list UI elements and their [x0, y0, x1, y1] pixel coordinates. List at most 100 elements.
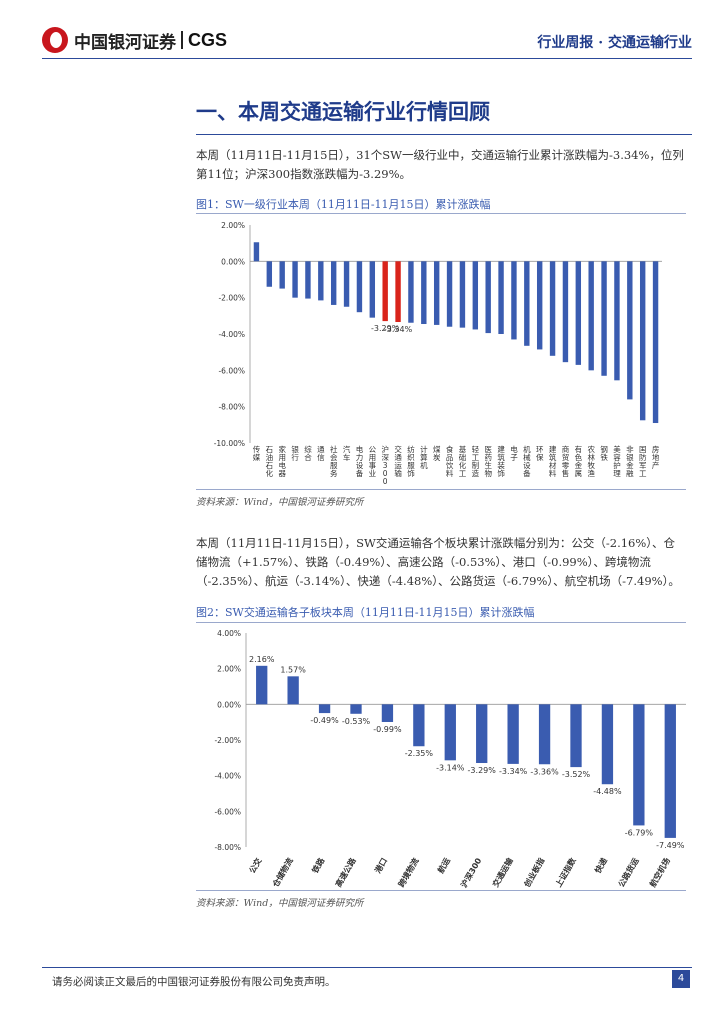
- bar: [413, 704, 425, 747]
- category-label: 机械设备: [523, 444, 531, 478]
- bar: [395, 261, 401, 323]
- category-label: 高速公路: [333, 855, 358, 889]
- bar: [459, 261, 466, 328]
- bar: [369, 261, 376, 318]
- footer-disclaimer: 请务必阅读正文最后的中国银河证券股份有限公司免责声明。: [52, 976, 336, 988]
- paragraph-subsector-summary: 本周（11月11日-11月15日），SW交通运输各个板块累计涨跌幅分别为：公交（…: [196, 536, 680, 588]
- category-label: 国防军工: [639, 445, 647, 478]
- bar: [476, 704, 488, 764]
- logo-english-name: CGS: [188, 29, 228, 50]
- data-label: -3.36%: [530, 767, 559, 776]
- bar: [279, 261, 285, 289]
- category-label: 家用电器: [278, 444, 286, 478]
- category-label: 非银金融: [626, 444, 634, 478]
- bar: [524, 261, 530, 346]
- bar: [549, 261, 556, 356]
- y-tick-label: 2.00%: [217, 665, 241, 674]
- y-tick-label: 2.00%: [221, 221, 245, 230]
- figure2-title: 图2：SW交通运输各子板块本周（11月11日-11月15日）累计涨跌幅: [196, 606, 535, 619]
- category-label: 创业板指: [521, 856, 546, 890]
- bar: [485, 261, 491, 334]
- bar: [627, 261, 633, 400]
- bar: [350, 704, 362, 714]
- header-divider: [42, 58, 692, 59]
- bar: [664, 704, 676, 838]
- category-label: 航运: [435, 856, 452, 875]
- company-logo: 中国银河证券 CGS: [42, 27, 227, 53]
- bar: [575, 261, 582, 365]
- category-label: 公交: [247, 856, 264, 875]
- category-label: 房地产: [652, 444, 660, 470]
- category-label: 煤炭: [433, 444, 441, 462]
- bar: [562, 261, 569, 363]
- category-label: 银行: [291, 445, 299, 462]
- bar: [408, 261, 414, 323]
- data-label: 1.57%: [280, 665, 306, 674]
- category-label: 轻工制造: [472, 444, 480, 478]
- bar: [444, 704, 456, 761]
- data-label: -7.49%: [656, 841, 685, 850]
- bar: [507, 704, 519, 764]
- bar: [356, 261, 363, 313]
- paragraph-industry-summary: 本周（11月11日-11月15日），31个SW一级行业中，交通运输行业累计涨跌幅…: [196, 148, 684, 181]
- bar: [538, 704, 551, 765]
- y-tick-label: -4.00%: [214, 772, 241, 781]
- category-label: 美容护理: [613, 444, 621, 478]
- bar: [446, 261, 453, 327]
- category-label: 社会服务: [330, 444, 338, 478]
- data-label: 2.16%: [249, 655, 275, 664]
- logo-icon: [42, 27, 68, 53]
- y-tick-label: -10.00%: [214, 439, 245, 448]
- page-number: 4: [672, 970, 690, 988]
- bar: [318, 261, 324, 301]
- category-label: 快递: [593, 856, 610, 875]
- data-label: -3.34%: [499, 767, 528, 776]
- bar: [601, 704, 614, 785]
- y-tick-label: -6.00%: [218, 366, 245, 375]
- bar: [292, 261, 298, 298]
- y-tick-label: -4.00%: [218, 330, 245, 339]
- category-label: 电子: [510, 444, 518, 462]
- data-label: -3.14%: [436, 763, 465, 772]
- figure1-title: 图1：SW一级行业本周（11月11日-11月15日）累计涨跌幅: [196, 198, 491, 211]
- category-label: 航空机场: [647, 856, 672, 889]
- bar: [601, 261, 607, 376]
- category-label: 纺织服饰: [407, 444, 415, 478]
- y-tick-label: -2.00%: [218, 294, 245, 303]
- bar: [472, 261, 479, 330]
- category-label: 钢铁: [600, 444, 608, 462]
- category-label: 建筑材料: [549, 444, 557, 478]
- bar: [253, 242, 260, 262]
- figure1-source: 资料来源：Wind，中国银河证券研究所: [196, 497, 364, 508]
- category-label: 电力设备: [356, 444, 364, 478]
- y-tick-label: -8.00%: [218, 403, 245, 412]
- category-label: 沪深300: [458, 856, 483, 890]
- bar: [381, 704, 394, 722]
- figure1-top-rule: [196, 213, 686, 214]
- bar: [305, 261, 311, 299]
- report-type: 行业周报 · 交通运输行业: [537, 35, 692, 51]
- bar: [318, 704, 331, 714]
- y-tick-label: 4.00%: [217, 629, 241, 638]
- bar: [498, 261, 504, 334]
- bar: [633, 704, 645, 826]
- category-label: 公路货运: [616, 856, 641, 889]
- category-label: 食品饮料: [446, 444, 454, 478]
- category-label: 汽车: [343, 444, 351, 462]
- bar: [433, 261, 440, 325]
- bar: [343, 261, 350, 307]
- category-label: 医药生物: [484, 445, 492, 478]
- bar: [614, 261, 620, 381]
- data-label: -3.29%: [468, 766, 497, 775]
- category-label: 农林牧渔: [587, 444, 595, 478]
- figure2-top-rule: [196, 622, 686, 623]
- category-label: 港口: [373, 856, 390, 875]
- y-tick-label: -8.00%: [214, 843, 241, 852]
- category-label: 上证指数: [553, 855, 578, 889]
- data-label: -6.79%: [625, 828, 654, 837]
- data-label: -3.34%: [384, 325, 413, 334]
- bar: [382, 261, 388, 322]
- category-label: 计算机: [420, 444, 428, 470]
